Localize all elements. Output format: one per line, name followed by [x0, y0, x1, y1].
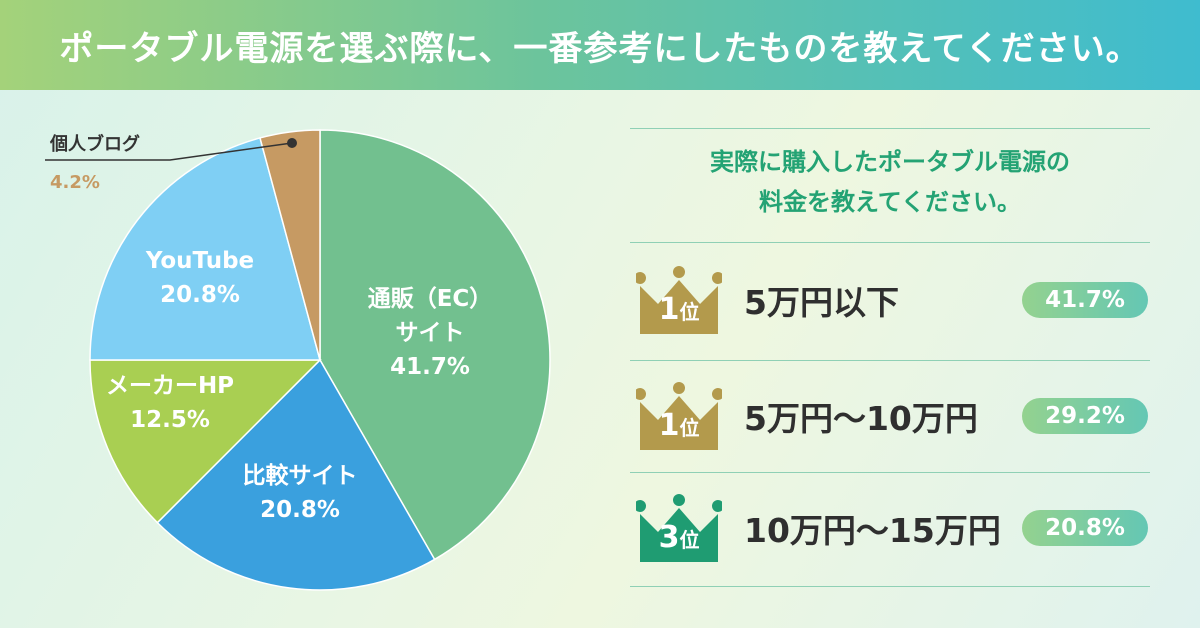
- slice-label: 比較サイト 20.8%: [243, 462, 358, 523]
- external-slice-label: 個人ブログ: [49, 133, 140, 155]
- price-range: 5万円〜10万円: [744, 399, 978, 438]
- divider: [630, 128, 1150, 129]
- slice-youtube: [89, 137, 321, 361]
- price-range: 10万円〜15万円: [744, 511, 1001, 550]
- rank-label: 3位: [658, 520, 700, 555]
- crown-icon: [636, 382, 722, 450]
- slice-maker-hp: [89, 359, 322, 524]
- slice-comparison-site: [156, 358, 436, 591]
- slice-label: YouTube 20.8%: [145, 248, 254, 308]
- divider: [630, 360, 1150, 361]
- divider: [630, 586, 1150, 587]
- crown-icon: [636, 266, 722, 334]
- divider: [630, 242, 1150, 243]
- rank-label: 1位: [658, 292, 700, 327]
- ranking-subtitle: 実際に購入したポータブル電源の 料金を教えてください。: [630, 142, 1150, 222]
- slice-label: 通販（EC）サイト 41.7%: [368, 285, 493, 380]
- divider: [630, 472, 1150, 473]
- ranking-subtitle-line-2: 料金を教えてください。: [758, 188, 1022, 216]
- rank-badge: [636, 380, 722, 450]
- ranking-subtitle-line-1: 実際に購入したポータブル電源の: [710, 148, 1070, 176]
- ranking-row: 1位 5万円〜10万円 29.2%: [630, 360, 1150, 470]
- price-range: 5万円以下: [744, 283, 899, 322]
- slice-ec-site: [319, 129, 551, 561]
- slice-personal-blog: [259, 129, 321, 361]
- rank-label: 1位: [658, 408, 700, 443]
- ranking-row: 1位 5万円以下 41.7%: [630, 244, 1150, 354]
- slice-label: メーカーHP 12.5%: [106, 373, 234, 433]
- leader-line: [45, 142, 293, 161]
- ranking-row: 3位 10万円〜15万円 20.8%: [630, 472, 1150, 582]
- rank-badge: [636, 264, 722, 334]
- chart-title: ポータブル電源を選ぶ際に、一番参考にしたものを教えてください。: [59, 28, 1141, 69]
- percent-pill: 41.7%: [1022, 282, 1148, 318]
- percent-pill: 20.8%: [1022, 510, 1148, 546]
- rank-badge: [636, 492, 722, 562]
- crown-icon: [636, 494, 722, 562]
- pie-chart: 通販（EC）サイト 41.7% 比較サイト 20.8%メーカーHP 12.5% YouTu…: [45, 129, 551, 591]
- title-banner: ポータブル電源を選ぶ際に、一番参考にしたものを教えてください。: [0, 0, 1200, 90]
- external-slice-value: 4.2%: [50, 172, 100, 193]
- percent-pill: 29.2%: [1022, 398, 1148, 434]
- ranking-panel: 実際に購入したポータブル電源の 料金を教えてください。 1位 5万円以下 41.…: [630, 128, 1150, 588]
